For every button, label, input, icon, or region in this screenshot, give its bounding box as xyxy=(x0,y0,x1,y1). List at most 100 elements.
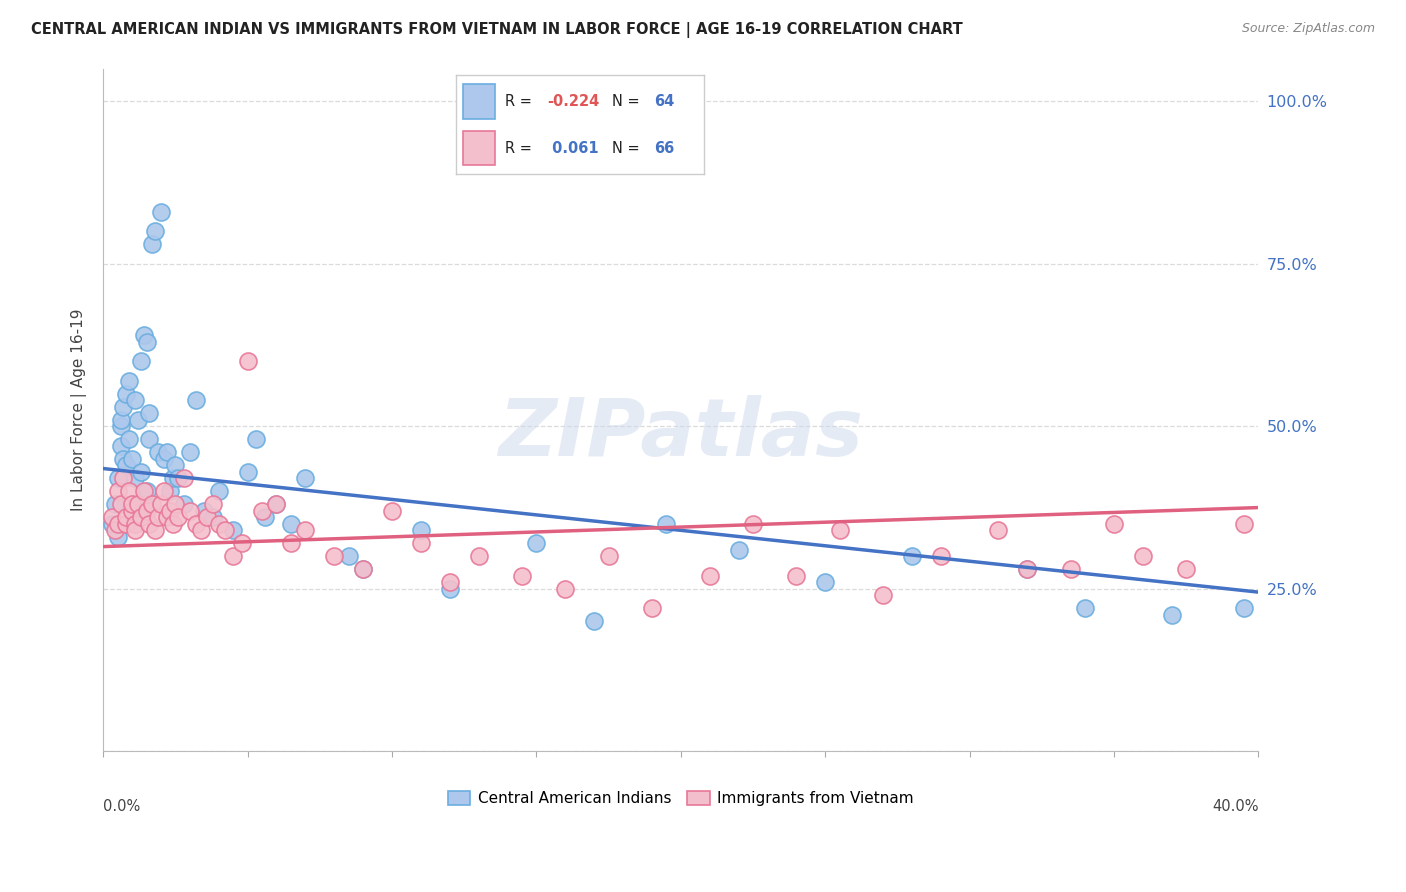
Point xyxy=(1160,607,1182,622)
Point xyxy=(294,524,316,538)
Point xyxy=(598,549,620,564)
Point xyxy=(159,504,181,518)
Point xyxy=(112,451,135,466)
Point xyxy=(222,524,245,538)
Point xyxy=(727,542,749,557)
Point xyxy=(162,471,184,485)
Point xyxy=(110,413,132,427)
Point xyxy=(127,497,149,511)
Text: ZIPatlas: ZIPatlas xyxy=(498,395,863,473)
Point xyxy=(141,497,163,511)
Point xyxy=(115,386,138,401)
Point xyxy=(118,484,141,499)
Y-axis label: In Labor Force | Age 16-19: In Labor Force | Age 16-19 xyxy=(72,309,87,511)
Point xyxy=(352,562,374,576)
Point xyxy=(118,374,141,388)
Point xyxy=(115,516,138,531)
Text: 40.0%: 40.0% xyxy=(1212,799,1258,814)
Point xyxy=(138,516,160,531)
Point xyxy=(115,510,138,524)
Point xyxy=(641,601,664,615)
Point xyxy=(231,536,253,550)
Point xyxy=(1233,516,1256,531)
Point xyxy=(146,510,169,524)
Point xyxy=(124,471,146,485)
Point xyxy=(104,524,127,538)
Point xyxy=(214,524,236,538)
Point xyxy=(149,497,172,511)
Point xyxy=(929,549,952,564)
Point xyxy=(149,204,172,219)
Point xyxy=(121,504,143,518)
Point xyxy=(179,504,201,518)
Point xyxy=(1074,601,1097,615)
Point xyxy=(135,334,157,349)
Point xyxy=(141,237,163,252)
Point xyxy=(337,549,360,564)
Point xyxy=(184,516,207,531)
Point xyxy=(785,569,807,583)
Point xyxy=(280,536,302,550)
Point xyxy=(162,516,184,531)
Point xyxy=(253,510,276,524)
Point xyxy=(987,524,1010,538)
Point xyxy=(110,439,132,453)
Point xyxy=(129,354,152,368)
Text: Source: ZipAtlas.com: Source: ZipAtlas.com xyxy=(1241,22,1375,36)
Point xyxy=(153,451,176,466)
Point xyxy=(107,516,129,531)
Point xyxy=(124,393,146,408)
Point xyxy=(510,569,533,583)
Point xyxy=(165,458,187,473)
Point xyxy=(124,524,146,538)
Point xyxy=(101,510,124,524)
Point xyxy=(156,445,179,459)
Point xyxy=(208,516,231,531)
Point xyxy=(101,516,124,531)
Point xyxy=(195,510,218,524)
Point xyxy=(1102,516,1125,531)
Point xyxy=(294,471,316,485)
Point xyxy=(127,413,149,427)
Point xyxy=(173,497,195,511)
Point xyxy=(121,451,143,466)
Point xyxy=(222,549,245,564)
Point xyxy=(439,575,461,590)
Point xyxy=(409,524,432,538)
Point xyxy=(153,484,176,499)
Point xyxy=(118,432,141,446)
Legend: Central American Indians, Immigrants from Vietnam: Central American Indians, Immigrants fro… xyxy=(441,785,920,812)
Point xyxy=(167,510,190,524)
Point xyxy=(266,497,288,511)
Point xyxy=(121,497,143,511)
Point xyxy=(132,484,155,499)
Point xyxy=(107,471,129,485)
Point xyxy=(110,497,132,511)
Point xyxy=(132,497,155,511)
Point xyxy=(184,393,207,408)
Point xyxy=(439,582,461,596)
Point xyxy=(173,471,195,485)
Point xyxy=(526,536,548,550)
Point xyxy=(236,354,259,368)
Point xyxy=(655,516,678,531)
Point xyxy=(156,510,179,524)
Point xyxy=(201,497,224,511)
Point xyxy=(1017,562,1039,576)
Point xyxy=(135,484,157,499)
Point xyxy=(381,504,404,518)
Point xyxy=(1060,562,1083,576)
Point xyxy=(132,328,155,343)
Point xyxy=(409,536,432,550)
Point xyxy=(112,471,135,485)
Point xyxy=(266,497,288,511)
Point xyxy=(872,588,894,602)
Text: CENTRAL AMERICAN INDIAN VS IMMIGRANTS FROM VIETNAM IN LABOR FORCE | AGE 16-19 CO: CENTRAL AMERICAN INDIAN VS IMMIGRANTS FR… xyxy=(31,22,963,38)
Point xyxy=(159,484,181,499)
Point xyxy=(129,510,152,524)
Point xyxy=(167,471,190,485)
Text: 0.0%: 0.0% xyxy=(103,799,141,814)
Point xyxy=(129,465,152,479)
Point xyxy=(124,516,146,531)
Point xyxy=(1233,601,1256,615)
